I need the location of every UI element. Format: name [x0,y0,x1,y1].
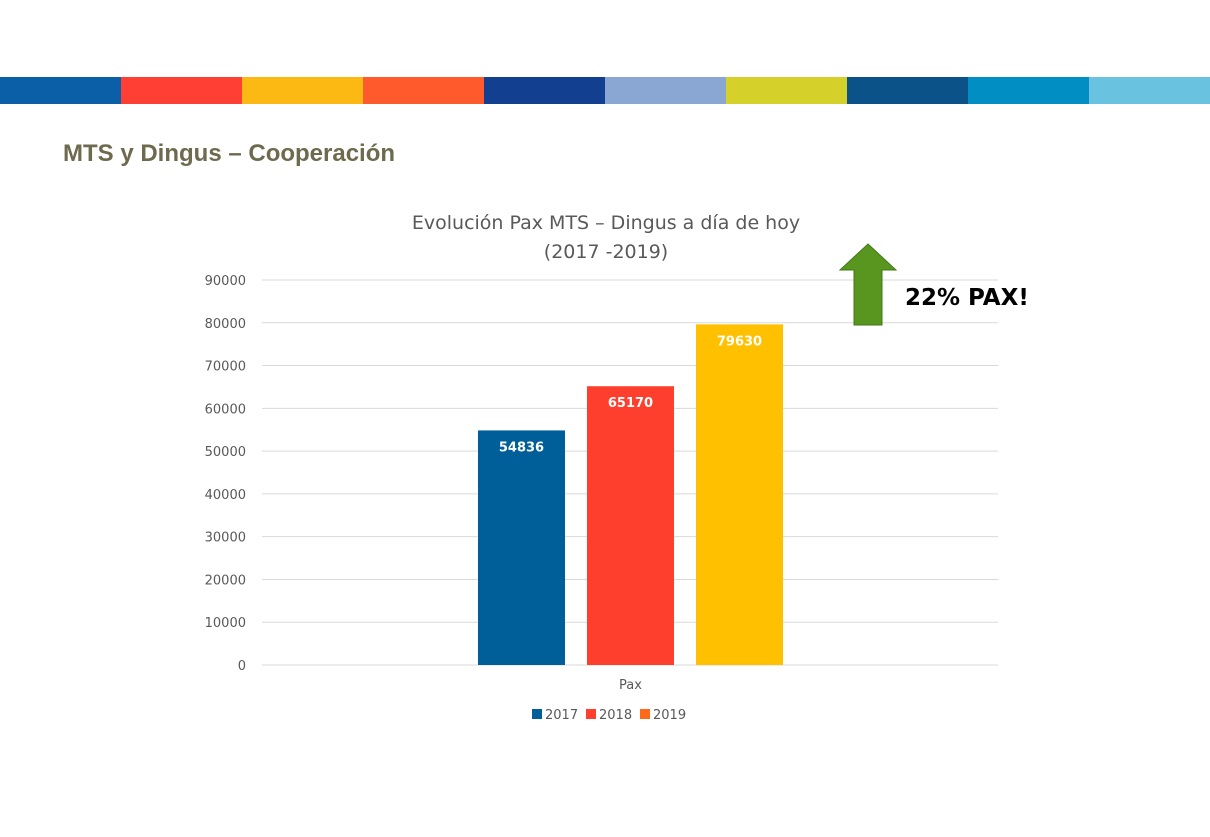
band-segment [847,77,968,104]
callout-text: 22% PAX! [905,285,1029,311]
band-segment [484,77,605,104]
band-segment [242,77,363,104]
x-category-label: Pax [619,678,642,693]
band-segment [363,77,484,104]
slide-title: MTS y Dingus – Cooperación [63,140,396,167]
y-tick-label: 30000 [205,531,246,546]
legend-label: 2018 [599,708,632,723]
bar-2018 [587,386,674,665]
color-band [0,77,1210,104]
y-tick-label: 40000 [205,488,246,503]
band-segment [605,77,726,104]
data-label: 54836 [499,440,544,455]
chart-title-line: (2017 -2019) [544,241,668,263]
data-label: 79630 [717,334,762,349]
band-segment [968,77,1089,104]
y-tick-label: 50000 [205,445,246,460]
y-tick-label: 0 [238,659,246,674]
legend-swatch [640,709,650,719]
band-segment [1089,77,1210,104]
y-tick-label: 20000 [205,573,246,588]
band-segment [121,77,242,104]
legend-label: 2019 [653,708,686,723]
band-segment [726,77,847,104]
band-segment [0,77,121,104]
bar-2017 [478,430,565,665]
up-arrow-icon [838,243,898,326]
chart-title-line: Evolución Pax MTS – Dingus a día de hoy [412,212,800,234]
y-tick-label: 90000 [205,274,246,289]
data-label: 65170 [608,396,653,411]
y-tick-label: 60000 [205,402,246,417]
legend-label: 2017 [545,708,578,723]
legend-swatch [586,709,596,719]
y-tick-label: 10000 [205,616,246,631]
y-tick-label: 70000 [205,360,246,375]
legend-swatch [532,709,542,719]
y-tick-label: 80000 [205,317,246,332]
bar-2019 [696,324,783,665]
